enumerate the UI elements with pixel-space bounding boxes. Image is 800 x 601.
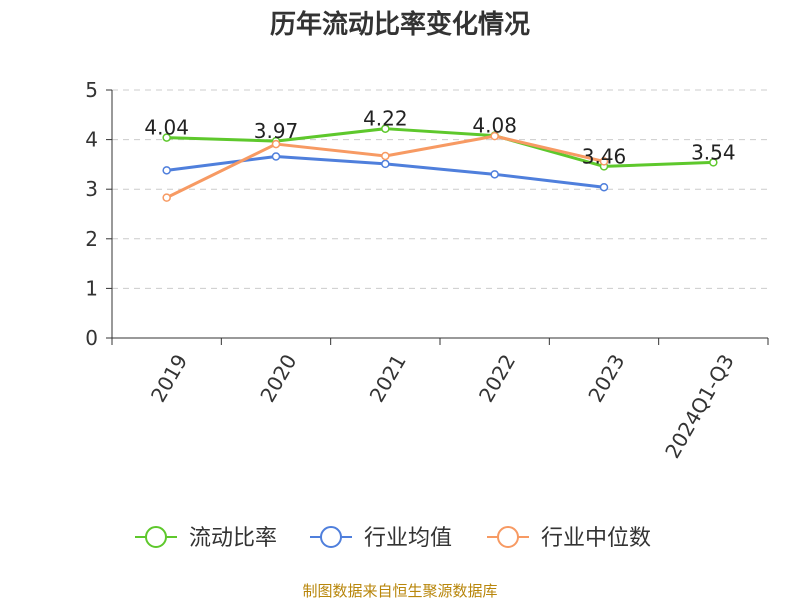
x-tick-label: 2024Q1-Q3	[660, 350, 739, 462]
y-tick-label: 1	[85, 276, 98, 300]
y-tick-label: 5	[85, 78, 98, 102]
legend-swatch-marker	[497, 526, 519, 548]
series-lines	[162, 124, 718, 202]
data-point	[381, 151, 390, 161]
y-tick-label: 2	[85, 227, 98, 251]
x-tick-label: 2019	[146, 350, 192, 406]
data-point	[490, 131, 499, 141]
data-point	[381, 124, 390, 133]
data-point	[490, 170, 499, 179]
data-point	[709, 158, 718, 167]
series-line	[166, 127, 714, 168]
x-tick-label: 2021	[365, 350, 411, 406]
legend: 流动比率 行业均值 行业中位数	[135, 526, 651, 551]
data-point	[271, 152, 281, 161]
y-tick-label: 4	[85, 128, 98, 152]
data-point	[162, 133, 171, 142]
y-tick-label: 0	[85, 326, 98, 350]
chart-title: 历年流动比率变化情况	[269, 10, 530, 40]
data-labels: 4.04 3.97 4.22 4.08 3.46 3.54	[144, 107, 735, 169]
data-label: 4.08	[472, 114, 517, 138]
legend-swatch-marker	[320, 526, 342, 548]
legend-label: 流动比率	[189, 526, 277, 551]
legend-label: 行业均值	[364, 526, 452, 551]
data-point	[599, 157, 609, 166]
x-tick-label: 2022	[474, 350, 520, 406]
data-label: 4.04	[144, 116, 189, 140]
data-label: 3.54	[691, 140, 736, 164]
legend-label: 行业中位数	[541, 526, 651, 551]
data-label: 3.46	[582, 144, 627, 168]
data-point	[162, 193, 171, 202]
data-point	[599, 182, 609, 192]
x-tick-label: 2023	[583, 350, 629, 406]
data-label: 3.97	[254, 119, 299, 143]
legend-swatch-marker	[145, 526, 167, 548]
data-label: 4.22	[363, 107, 408, 131]
data-point	[381, 159, 390, 169]
source-note: 制图数据来自恒生聚源数据库	[302, 582, 498, 600]
grid-lines	[112, 89, 768, 289]
data-point	[271, 139, 281, 149]
x-tick-label: 2020	[255, 350, 301, 406]
y-tick-label: 3	[85, 177, 98, 201]
data-point	[162, 166, 171, 175]
